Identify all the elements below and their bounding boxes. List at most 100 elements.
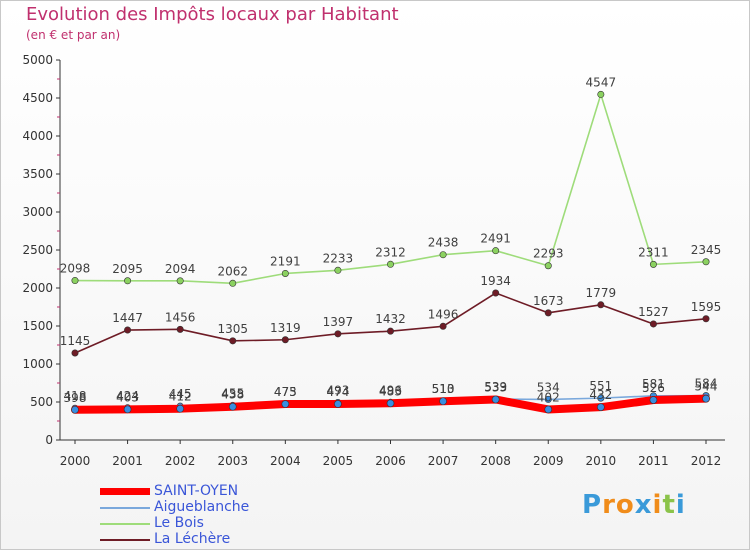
data-point (597, 394, 605, 402)
data-label: 1397 (323, 315, 354, 329)
y-tick-label: 1500 (22, 319, 53, 333)
data-label: 2312 (375, 245, 406, 259)
data-label: 1456 (165, 310, 196, 324)
data-label: 1145 (60, 334, 91, 348)
data-point (176, 404, 184, 413)
legend-label: Aigueblanche (154, 499, 250, 515)
data-label: 544 (695, 380, 718, 394)
data-label: 1527 (638, 305, 669, 319)
data-point (544, 262, 552, 270)
logo-letter: o (615, 490, 635, 520)
data-point (123, 405, 132, 414)
data-label: 2191 (270, 254, 301, 268)
data-point (334, 400, 342, 408)
data-point (228, 402, 237, 411)
data-label: 402 (537, 390, 560, 404)
data-label: 1595 (691, 300, 722, 314)
data-point (439, 397, 447, 406)
data-label: 445 (169, 387, 192, 401)
data-label: 2098 (60, 262, 91, 276)
data-label: 493 (326, 384, 349, 398)
data-point (386, 260, 394, 268)
data-label: 2095 (112, 262, 143, 276)
logo-letter: x (634, 490, 653, 520)
data-point (229, 337, 237, 345)
data-label: 473 (274, 385, 297, 399)
y-tick-label: 1000 (22, 357, 53, 371)
data-label: 534 (537, 380, 560, 394)
y-tick-label: 4500 (22, 91, 53, 105)
data-label: 2345 (691, 243, 722, 257)
data-point (71, 277, 79, 285)
x-tick-label: 2003 (217, 454, 248, 468)
data-point (334, 330, 342, 338)
data-point (492, 289, 500, 297)
data-label: 398 (64, 391, 87, 405)
y-tick-label: 2000 (22, 281, 53, 295)
data-point (176, 277, 184, 285)
data-point (597, 403, 605, 411)
data-point (544, 309, 552, 317)
data-point (229, 279, 237, 287)
y-tick-label: 0 (45, 433, 53, 447)
data-point (281, 269, 289, 277)
data-label: 2062 (217, 264, 248, 278)
x-tick-label: 2000 (60, 454, 91, 468)
data-label: 438 (221, 388, 244, 402)
data-point (491, 395, 500, 404)
data-label: 584 (695, 377, 718, 391)
proxiti-logo: Proxiti (582, 490, 686, 520)
data-label: 551 (589, 379, 612, 393)
x-tick-label: 2001 (112, 454, 143, 468)
data-label: 2293 (533, 247, 564, 261)
data-label: 4547 (586, 75, 617, 89)
data-label: 418 (64, 389, 87, 403)
data-point (597, 90, 605, 98)
x-tick-label: 2010 (586, 454, 617, 468)
data-point (702, 394, 710, 403)
x-tick-label: 2007 (428, 454, 459, 468)
x-tick-label: 2008 (480, 454, 511, 468)
logo-letter: P (582, 490, 603, 520)
data-label: 1305 (217, 322, 248, 336)
data-point (544, 395, 552, 403)
data-label: 539 (484, 380, 507, 394)
data-label: 1496 (428, 307, 459, 321)
data-point (439, 322, 447, 330)
x-tick-label: 2012 (691, 454, 722, 468)
x-tick-label: 2009 (533, 454, 564, 468)
data-label: 581 (642, 377, 665, 391)
logo-letter: t (662, 490, 676, 520)
data-point (124, 326, 132, 334)
data-label: 2491 (480, 232, 511, 246)
x-tick-label: 2004 (270, 454, 301, 468)
data-label: 1934 (480, 274, 511, 288)
data-point (544, 405, 553, 414)
data-point (281, 400, 290, 408)
data-label: 2311 (638, 245, 669, 259)
x-tick-label: 2002 (165, 454, 196, 468)
data-point (334, 266, 342, 274)
data-point (649, 396, 658, 404)
logo-letter: i (652, 490, 663, 520)
legend-swatch (100, 539, 150, 541)
legend-swatch (100, 488, 150, 495)
data-label: 2094 (165, 262, 196, 276)
y-tick-label: 3000 (22, 205, 53, 219)
x-tick-label: 2006 (375, 454, 406, 468)
data-point (281, 336, 289, 344)
y-tick-label: 2500 (22, 243, 53, 257)
data-point (439, 251, 447, 259)
data-point (649, 260, 657, 268)
data-point (492, 247, 500, 255)
data-label: 2233 (323, 251, 354, 265)
data-label: 474 (326, 385, 349, 399)
data-point (124, 277, 132, 285)
logo-letter: i (675, 490, 686, 520)
data-point (176, 325, 184, 333)
logo-letter: r (602, 490, 616, 520)
data-point (597, 301, 605, 309)
data-label: 1779 (586, 286, 617, 300)
data-label: 1432 (375, 312, 406, 326)
